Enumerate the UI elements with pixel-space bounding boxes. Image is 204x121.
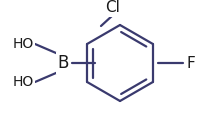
Text: F: F [187, 56, 195, 71]
Text: HO: HO [12, 37, 34, 51]
Text: B: B [57, 54, 69, 72]
Text: HO: HO [12, 75, 34, 89]
Text: Cl: Cl [105, 0, 120, 15]
